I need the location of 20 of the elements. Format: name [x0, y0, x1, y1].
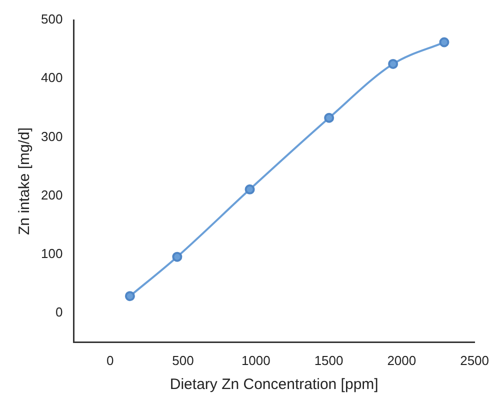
y-tick-label: 0 [55, 304, 63, 320]
point [244, 184, 255, 194]
y-tick-label: 200 [40, 187, 63, 202]
y-tick-label: 100 [40, 246, 63, 262]
x-tick-label: 2500 [460, 352, 489, 368]
x-tick-label: 1500 [314, 352, 344, 368]
y-tick-label: 300 [40, 128, 63, 144]
point [172, 252, 182, 262]
x-tick-label: 1000 [241, 352, 270, 368]
y-axis-title: Zn intake [mg/d] [16, 127, 34, 235]
x-tick-label: 500 [172, 352, 194, 368]
y-tick-label: 400 [40, 70, 63, 86]
x-tick-label: 0 [106, 352, 114, 368]
point [388, 58, 398, 69]
x-tick-label: 2000 [387, 352, 416, 368]
point [124, 291, 135, 302]
point [324, 112, 334, 123]
y-tick-label: 500 [40, 12, 63, 27]
point [439, 37, 450, 48]
x-axis-title: Dietary Zn Concentration [ppm] [170, 376, 378, 394]
